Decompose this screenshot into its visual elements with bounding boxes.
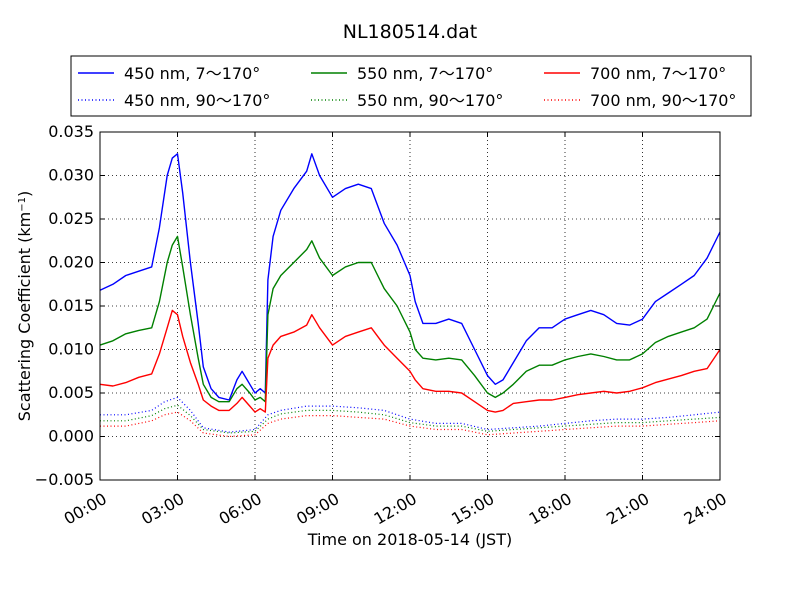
y-tick-label: −0.005	[35, 470, 94, 489]
legend-label: 700 nm, 7～170°	[590, 64, 726, 83]
y-axis-label-sup: −1	[17, 197, 28, 212]
series-layer	[99, 153, 721, 438]
y-tick-label: 0.005	[48, 383, 94, 402]
chart-title: NL180514.dat	[343, 21, 478, 43]
y-tick-label: 0.000	[48, 427, 94, 446]
y-axis-label-close: )	[15, 191, 34, 197]
x-tick-label: 12:00	[371, 489, 420, 529]
x-tick-label: 24:00	[681, 489, 730, 529]
legend-label: 450 nm, 90～170°	[124, 91, 270, 110]
y-axis-label-main: Scattering Coefficient (km	[15, 212, 34, 422]
series-line-2	[99, 309, 721, 413]
x-tick-label: 00:00	[61, 489, 110, 529]
y-tick-label: 0.020	[48, 253, 94, 272]
x-tick-label: 21:00	[603, 489, 652, 529]
y-tick-label: 0.035	[48, 122, 94, 141]
series-line-3	[100, 396, 721, 433]
y-tick-label: 0.025	[48, 209, 94, 228]
legend-label: 550 nm, 7～170°	[357, 64, 493, 83]
legend-frame	[70, 55, 752, 117]
x-axis-label: Time on 2018-05-14 (JST)	[307, 530, 512, 549]
legend: 450 nm, 7～170° 550 nm, 7～170° 700 nm, 7～17…	[70, 55, 752, 117]
x-tick-label: 18:00	[526, 489, 575, 529]
x-tick-label: 03:00	[138, 489, 187, 529]
legend-label: 550 nm, 90～170°	[357, 91, 503, 110]
legend-label: 450 nm, 7～170°	[124, 64, 260, 83]
y-tick-label: 0.010	[48, 340, 94, 359]
x-tick-label: 15:00	[448, 489, 497, 529]
x-tick-label: 09:00	[293, 489, 342, 529]
series-line-0	[99, 153, 721, 401]
y-tick-label: 0.030	[48, 166, 94, 185]
y-axis-label: Scattering Coefficient (km−1)	[15, 191, 34, 422]
series-line-4	[100, 404, 721, 434]
series-line-1	[99, 235, 721, 403]
x-tick-label: 06:00	[216, 489, 265, 529]
legend-label: 700 nm, 90～170°	[590, 91, 736, 110]
y-tick-label: 0.015	[48, 296, 94, 315]
grid	[100, 132, 720, 480]
